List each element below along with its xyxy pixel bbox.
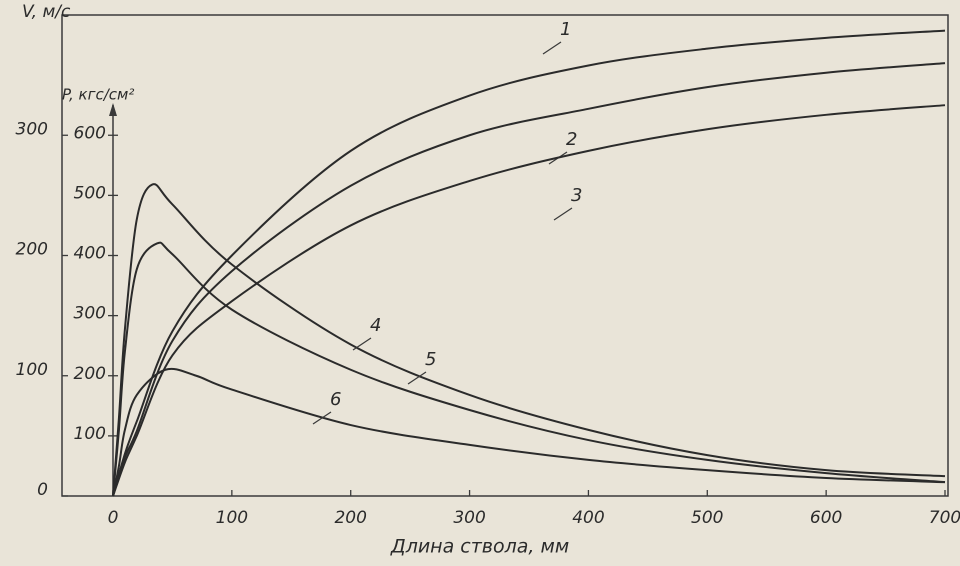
label-leader <box>352 337 372 351</box>
x-tick-label: 500 <box>691 508 723 528</box>
y2-tick-label: 500 <box>74 183 106 203</box>
x-tick-label: 0 <box>108 508 119 528</box>
line-series <box>112 62 946 497</box>
y2-tick-label: 300 <box>74 304 106 324</box>
x-tick-label: 100 <box>216 508 248 528</box>
y2-tick-label: 200 <box>74 364 106 384</box>
series-label: 1 <box>560 19 571 40</box>
x-tick-label: 400 <box>572 508 604 528</box>
label-leader <box>312 411 332 425</box>
x-tick-label: 300 <box>453 508 485 528</box>
y-tick-label: 0 <box>37 480 48 500</box>
x-tick-label: 700 <box>929 508 960 528</box>
y2-tick-label: 400 <box>74 244 106 264</box>
series-label: 6 <box>330 389 341 410</box>
y2-axis-label: P, кгс/см² <box>62 86 134 104</box>
y-tick-label: 100 <box>16 360 48 380</box>
line-series <box>112 367 946 497</box>
series-label: 4 <box>370 315 381 336</box>
line-series <box>112 241 946 497</box>
x-axis-label: Длина ствола, мм <box>390 536 569 558</box>
series-label: 5 <box>425 349 436 370</box>
y2-axis-arrow <box>109 103 117 116</box>
x-tick-label: 600 <box>810 508 842 528</box>
label-leader <box>407 371 427 385</box>
y-tick-label: 200 <box>16 240 48 260</box>
y-tick-label: 300 <box>16 119 48 139</box>
y2-tick-label: 600 <box>74 123 106 143</box>
series-label: 2 <box>566 129 577 150</box>
line-series <box>112 183 946 497</box>
label-leader <box>542 41 562 55</box>
x-tick-label: 200 <box>334 508 366 528</box>
line-series <box>112 29 946 497</box>
y2-tick-label: 100 <box>74 424 106 444</box>
y-axis-label: V, м/с <box>22 2 71 22</box>
line-series <box>112 104 946 497</box>
series-label: 3 <box>571 185 582 206</box>
label-leader <box>553 207 573 221</box>
